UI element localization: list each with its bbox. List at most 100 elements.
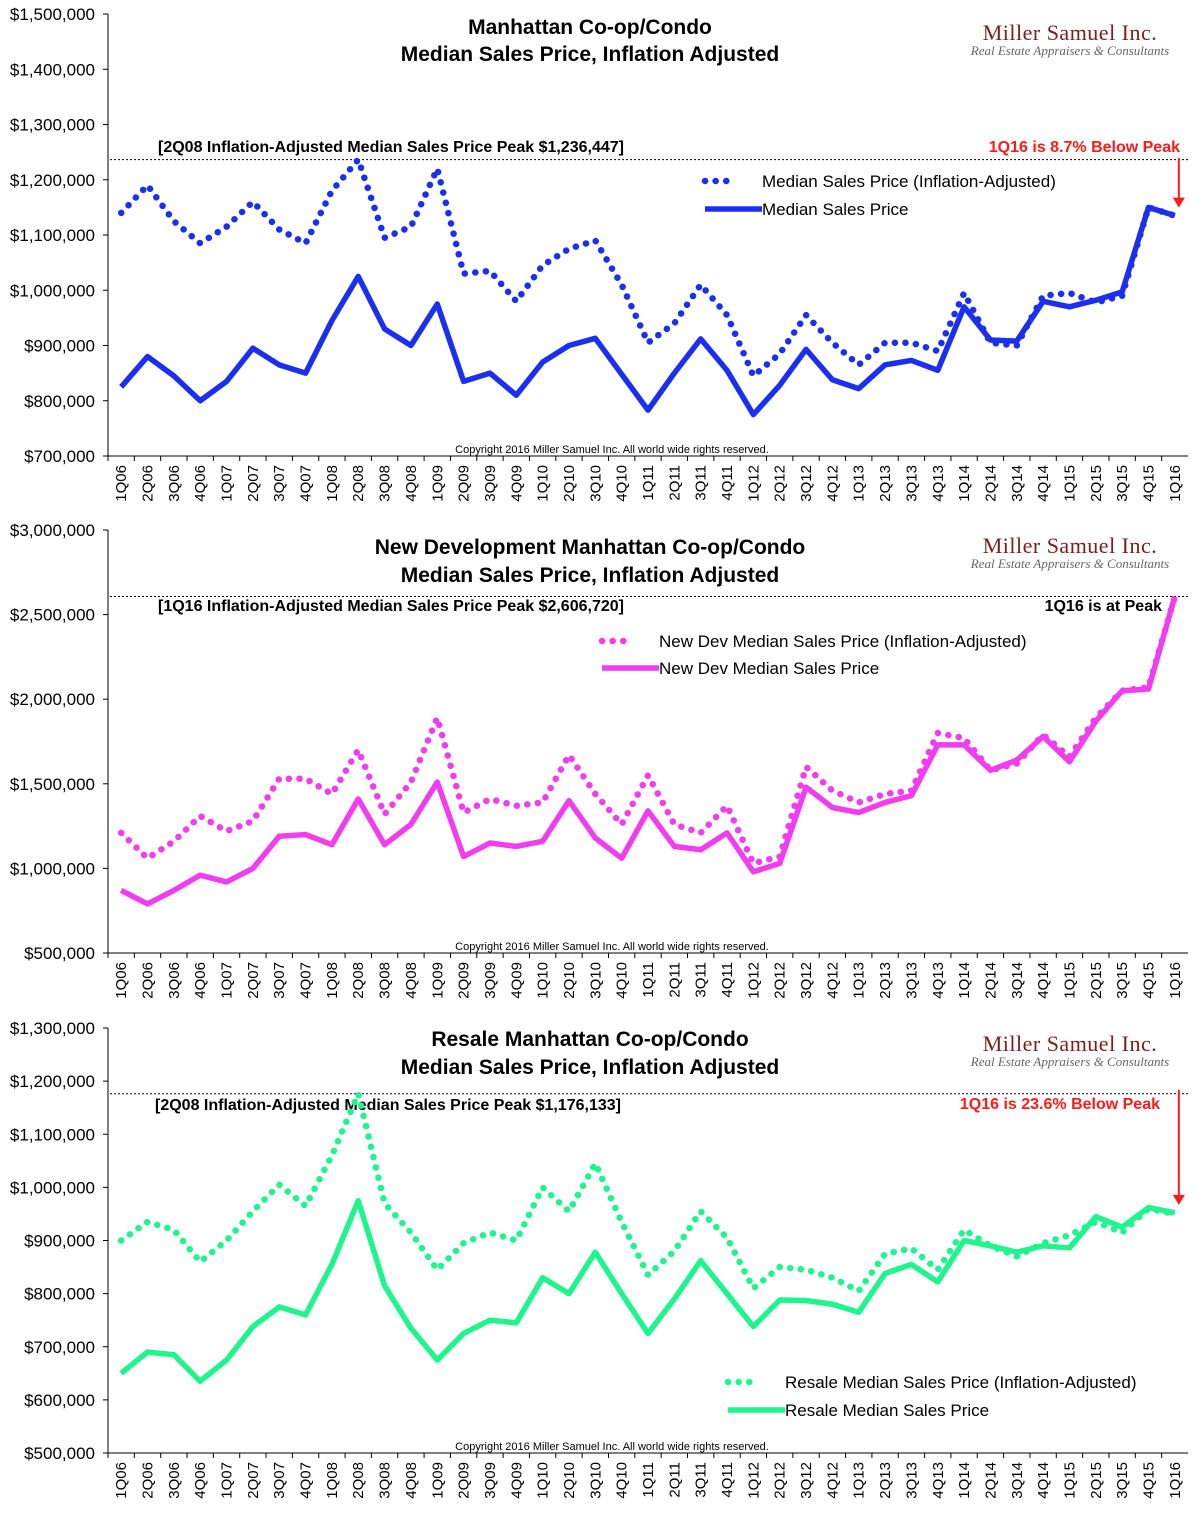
x-tick-label: 3Q07 — [271, 465, 288, 502]
point-inflation-adjusted — [909, 789, 913, 793]
y-tick-label: $1,200,000 — [10, 1072, 95, 1091]
point-inflation-adjusted — [593, 1161, 597, 1165]
point-inflation-adjusted — [462, 811, 466, 815]
x-tick-label: 1Q11 — [640, 1462, 657, 1498]
point-median — [936, 368, 940, 372]
point-inflation-adjusted — [225, 829, 229, 833]
chart-panel-3: $500,000 $600,000 $700,000 $800,000 $900,000… — [10, 1019, 1188, 1499]
point-inflation-adjusted — [383, 812, 387, 816]
svg-text:Miller Samuel Inc.: Miller Samuel Inc. — [983, 20, 1158, 45]
point-median — [225, 1358, 229, 1362]
point-median — [1015, 758, 1019, 762]
brand-logo: Miller Samuel Inc.Real Estate Appraisers… — [970, 533, 1169, 571]
point-inflation-adjusted — [883, 792, 887, 796]
x-tick-label: 4Q14 — [1035, 1462, 1052, 1499]
x-tick-label: 4Q10 — [614, 1462, 631, 1499]
point-inflation-adjusted — [725, 804, 729, 808]
series-line-inflation-adjusted — [117, 156, 1179, 380]
point-inflation-adjusted — [435, 716, 439, 720]
point-median — [462, 379, 466, 383]
legend: Resale Median Sales Price (Inflation-Adj… — [724, 1373, 1137, 1420]
point-median — [514, 844, 518, 848]
point-median — [883, 800, 887, 804]
point-median — [277, 1305, 281, 1309]
x-tick-label: 4Q11 — [719, 1462, 736, 1498]
x-tick-label: 3Q08 — [377, 962, 394, 999]
point-inflation-adjusted — [1067, 755, 1071, 759]
x-tick-label: 4Q10 — [614, 465, 631, 502]
legend-label-dotted: Resale Median Sales Price (Inflation-Adj… — [785, 1373, 1137, 1392]
point-median — [751, 870, 755, 874]
point-median — [725, 1292, 729, 1296]
point-median — [857, 1310, 861, 1314]
x-tick-label: 4Q07 — [298, 962, 315, 999]
y-tick-label: $600,000 — [24, 1391, 95, 1410]
x-tick-label: 2Q10 — [561, 1462, 578, 1499]
point-median — [1094, 719, 1098, 723]
point-median — [119, 888, 123, 892]
point-median — [672, 1297, 676, 1301]
x-tick-label: 3Q11 — [693, 1462, 710, 1498]
point-inflation-adjusted — [646, 341, 650, 345]
point-median — [883, 1271, 887, 1275]
point-inflation-adjusted — [119, 831, 123, 835]
x-tick-label: 2Q08 — [350, 1462, 367, 1499]
point-median — [699, 337, 703, 341]
point-median — [488, 1318, 492, 1322]
point-inflation-adjusted — [541, 1185, 545, 1189]
point-median — [330, 1262, 334, 1266]
copyright-note: Copyright 2016 Miller Samuel Inc. All wo… — [455, 941, 769, 953]
x-tick-label: 1Q12 — [745, 465, 762, 502]
point-inflation-adjusted — [225, 225, 229, 229]
x-tick-label: 4Q09 — [508, 465, 525, 502]
x-tick-label: 4Q12 — [824, 465, 841, 502]
y-tick-label: $1,000,000 — [10, 281, 95, 300]
point-median — [593, 1250, 597, 1254]
point-inflation-adjusted — [646, 773, 650, 777]
x-tick-label: 1Q09 — [429, 465, 446, 502]
point-inflation-adjusted — [409, 225, 413, 229]
point-median — [830, 1302, 834, 1306]
point-median — [198, 873, 202, 877]
x-tick-label: 1Q08 — [324, 1462, 341, 1499]
y-tick-label: $700,000 — [24, 1338, 95, 1357]
x-tick-label: 3Q12 — [798, 962, 815, 999]
point-inflation-adjusted — [330, 792, 334, 796]
x-tick-label: 2Q13 — [877, 962, 894, 999]
point-median — [830, 378, 834, 382]
x-tick-label: 3Q09 — [482, 1462, 499, 1499]
y-tick-label: $1,200,000 — [10, 171, 95, 190]
point-inflation-adjusted — [1120, 1231, 1124, 1235]
svg-text:Real Estate Appraisers & Consu: Real Estate Appraisers & Consultants — [970, 1054, 1169, 1069]
point-inflation-adjusted — [251, 1209, 255, 1213]
x-tick-label: 3Q08 — [377, 1462, 394, 1499]
y-tick-label: $900,000 — [24, 1232, 95, 1251]
point-inflation-adjusted — [356, 158, 360, 162]
x-tick-label: 1Q13 — [851, 465, 868, 502]
point-inflation-adjusted — [198, 814, 202, 818]
point-median — [725, 368, 729, 372]
point-inflation-adjusted — [1067, 291, 1071, 295]
x-tick-label: 4Q06 — [192, 1462, 209, 1499]
x-tick-label: 3Q12 — [798, 465, 815, 502]
point-inflation-adjusted — [462, 1241, 466, 1245]
point-inflation-adjusted — [383, 1201, 387, 1205]
point-median — [488, 841, 492, 845]
x-tick-label: 4Q14 — [1035, 962, 1052, 999]
x-tick-label: 1Q16 — [1167, 465, 1184, 502]
point-median — [541, 839, 545, 843]
point-median — [1173, 1211, 1177, 1215]
y-tick-label: $800,000 — [24, 1285, 95, 1304]
x-tick-label: 1Q14 — [956, 962, 973, 999]
point-median — [409, 1326, 413, 1330]
point-median — [172, 1353, 176, 1357]
point-inflation-adjusted — [567, 247, 571, 251]
point-inflation-adjusted — [251, 819, 255, 823]
x-tick-label: 2Q11 — [666, 962, 683, 998]
point-median — [988, 1244, 992, 1248]
y-tick-label: $800,000 — [24, 392, 95, 411]
point-inflation-adjusted — [699, 283, 703, 287]
x-tick-label: 2Q06 — [140, 465, 157, 502]
point-inflation-adjusted — [514, 1239, 518, 1243]
point-inflation-adjusted — [330, 1154, 334, 1158]
